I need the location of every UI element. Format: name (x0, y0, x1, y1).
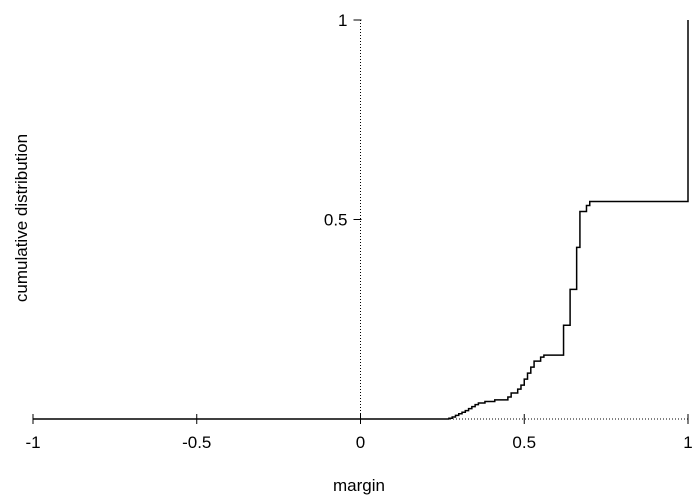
x-tick-label: -0.5 (182, 433, 211, 452)
series-group (33, 20, 689, 420)
x-tick-label: 0 (356, 433, 365, 452)
axes: -1 -0.5 0 0.5 1 0.5 1 (25, 11, 692, 452)
y-axis-title: cumulative distribution (12, 134, 31, 302)
x-tick-label: -1 (25, 433, 40, 452)
x-tick-label: 1 (683, 433, 692, 452)
y-tick-label: 1 (338, 11, 347, 30)
x-tick-label: 0.5 (512, 433, 536, 452)
y-tick-label: 0.5 (324, 211, 348, 230)
x-axis-title: margin (333, 476, 385, 495)
cdf-step-line (33, 20, 689, 420)
labels: margin cumulative distribution (12, 134, 385, 495)
